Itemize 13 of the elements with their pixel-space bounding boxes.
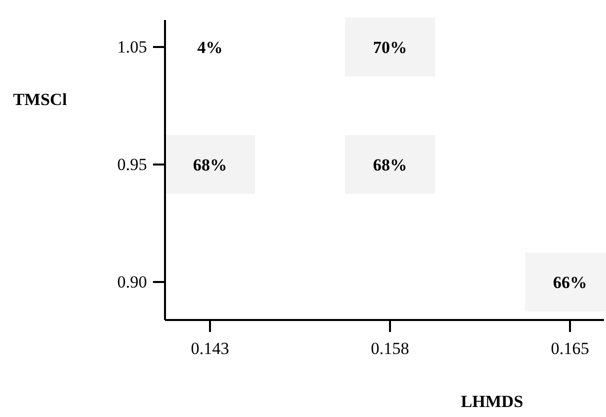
data-label: 68% [193, 156, 227, 174]
x-tick-label: 0.143 [190, 339, 230, 358]
y-axis-title: TMSCl [13, 90, 68, 109]
x-axis-title: LHMDS [460, 392, 524, 411]
data-label: 66% [553, 273, 587, 292]
y-tick-label: 0.95 [117, 154, 147, 174]
data-label: 70% [373, 38, 407, 57]
x-tick-label: 0.158 [370, 339, 410, 358]
y-tick-label: 0.90 [117, 272, 147, 292]
y-tick-label: 1.05 [117, 37, 147, 56]
data-label: 4% [197, 38, 223, 57]
x-tick-label: 0.165 [550, 339, 590, 358]
data-label: 68% [373, 156, 407, 174]
